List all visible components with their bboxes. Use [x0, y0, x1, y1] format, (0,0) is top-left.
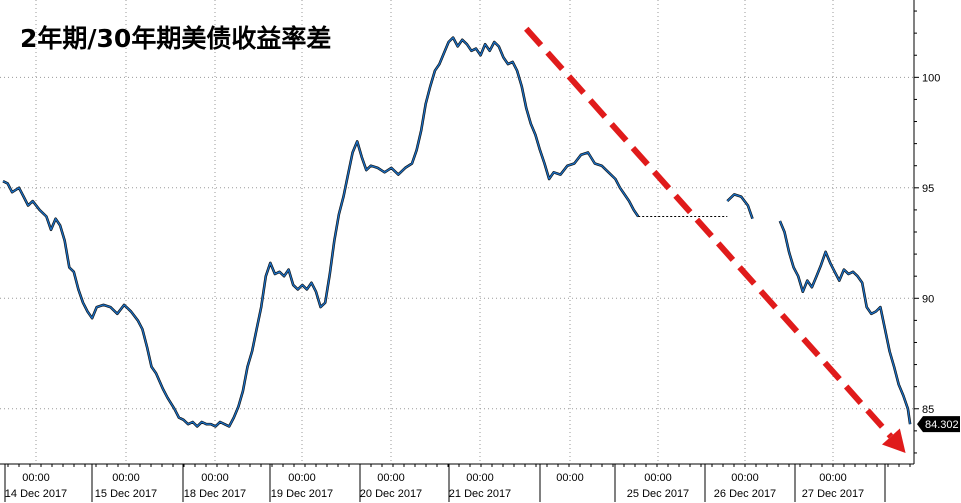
chart-title: 2年期/30年期美债收益率差 [20, 24, 331, 53]
x-tick-date: 26 Dec 2017 [714, 488, 776, 500]
x-tick-date: 18 Dec 2017 [184, 488, 246, 500]
series-line-outline [778, 220, 912, 425]
y-tick-label: 100 [922, 72, 940, 84]
series-line [779, 220, 911, 425]
series-line [2, 36, 639, 428]
x-tick-time: 00:00 [731, 472, 759, 484]
x-tick-time: 00:00 [556, 472, 584, 484]
series-line-outline [2, 36, 640, 428]
x-tick-time: 00:00 [377, 472, 405, 484]
y-axis-ticks: 85 90 95 100 [914, 10, 940, 454]
x-tick-time: 00:00 [644, 472, 672, 484]
series-line [726, 193, 754, 219]
x-tick-time: 00:00 [22, 472, 50, 484]
x-tick-time: 00:00 [819, 472, 847, 484]
y-tick-label: 90 [922, 293, 934, 305]
x-tick-date: 20 Dec 2017 [360, 488, 422, 500]
y-tick-label: 95 [922, 183, 934, 195]
last-value-box [917, 416, 960, 433]
annotation-layer [524, 26, 906, 453]
x-tick-date: 14 Dec 2017 [5, 488, 67, 500]
x-tick-date: 15 Dec 2017 [95, 488, 157, 500]
x-tick-date: 19 Dec 2017 [271, 488, 333, 500]
x-tick-date: 21 Dec 2017 [449, 488, 511, 500]
series-layer [2, 36, 912, 428]
x-axis-ticks: 00:00 14 Dec 2017 00:00 15 Dec 2017 00:00 18 … [4, 464, 911, 502]
y-tick-label: 85 [922, 404, 934, 416]
x-tick-time: 00:00 [201, 472, 229, 484]
x-tick-time: 00:00 [466, 472, 494, 484]
x-tick-date: 27 Dec 2017 [802, 488, 864, 500]
x-tick-time: 00:00 [288, 472, 316, 484]
trend-arrow-head [881, 428, 906, 453]
axes [0, 0, 915, 465]
last-value-badge: 84.302 [917, 416, 960, 433]
x-tick-time: 00:00 [112, 472, 140, 484]
x-tick-date: 25 Dec 2017 [627, 488, 689, 500]
last-value-text: 84.302 [925, 419, 959, 431]
trend-arrow-shaft [524, 26, 894, 439]
grid [0, 0, 914, 464]
